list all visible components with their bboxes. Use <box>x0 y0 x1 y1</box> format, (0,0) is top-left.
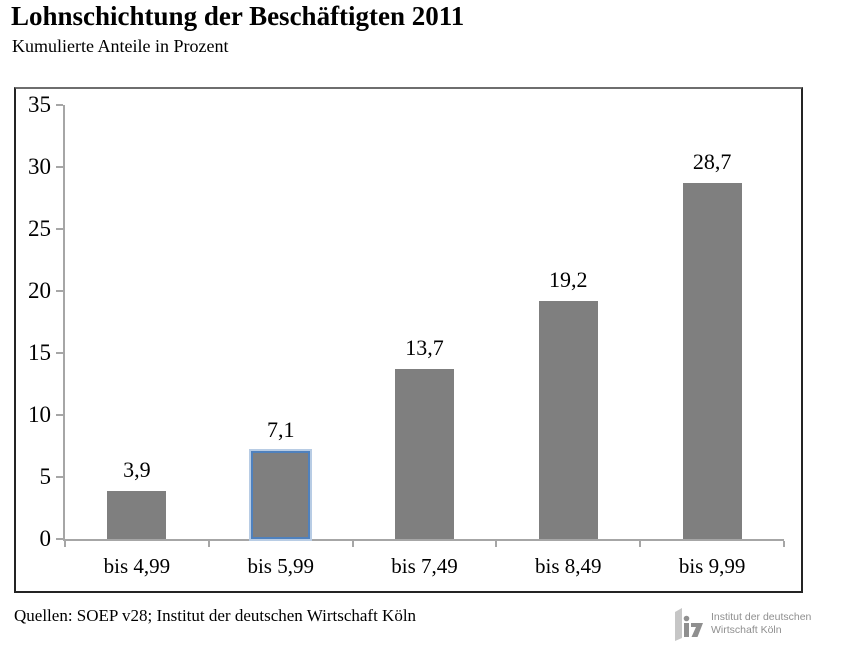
x-tick <box>495 541 498 547</box>
x-tick <box>207 541 210 547</box>
x-axis-line <box>63 539 784 541</box>
y-tick-label: 25 <box>28 216 51 241</box>
iw-logo-text-line2: Wirtschaft Köln <box>711 624 782 636</box>
bar-value-label: 3,9 <box>123 456 151 482</box>
y-tick-label: 0 <box>39 526 52 551</box>
chart-subtitle: Kumulierte Anteile in Prozent <box>12 36 229 56</box>
x-tick <box>351 541 354 547</box>
x-category-label: bis 9,99 <box>678 554 746 578</box>
iw-logo-icon <box>675 608 703 641</box>
source-note: Quellen: SOEP v28; Institut der deutsche… <box>14 606 417 625</box>
iw-logo-text-line1: Institut der deutschen <box>711 611 812 623</box>
y-tick-label: 35 <box>28 92 51 117</box>
y-tick <box>56 538 63 540</box>
x-category-label: bis 4,99 <box>103 554 171 578</box>
chart-bar-2[interactable] <box>251 450 311 539</box>
y-tick <box>56 476 63 478</box>
y-tick-label: 5 <box>39 464 52 489</box>
chart-bar-4[interactable] <box>538 300 598 539</box>
x-tick <box>64 541 66 547</box>
y-tick <box>56 290 63 292</box>
iw-logo: Institut der deutschen Wirtschaft Köln <box>674 607 811 641</box>
x-tick <box>783 541 785 547</box>
y-axis-line <box>63 105 65 541</box>
y-tick <box>56 166 63 168</box>
bar-value-label: 28,7 <box>692 149 732 175</box>
bar-value-label: 19,2 <box>549 266 588 292</box>
chart-frame: 0 5 10 15 20 25 30 35 3,9 bis 4,99 7,1 bis 5,99 13,7… <box>14 87 803 593</box>
chart-bar-3[interactable] <box>395 369 454 539</box>
chart-bar-1[interactable] <box>107 490 167 539</box>
y-tick-label: 15 <box>28 340 51 365</box>
x-category-label: bis 5,99 <box>247 554 314 578</box>
y-tick <box>56 352 63 354</box>
plot-area: 0 5 10 15 20 25 30 35 3,9 bis 4,99 7,1 bis 5,99 13,7… <box>16 89 801 591</box>
bar-value-label: 13,7 <box>405 335 444 361</box>
y-tick <box>56 104 63 106</box>
chart-title: Lohnschichtung der Beschäftigten 2011 <box>11 1 465 31</box>
x-category-label: bis 7,49 <box>391 554 458 578</box>
y-tick <box>56 414 63 416</box>
y-tick-label: 10 <box>28 402 51 427</box>
x-tick <box>639 541 642 547</box>
bar-value-label: 7,1 <box>266 416 295 442</box>
y-tick <box>56 228 63 230</box>
y-tick-label: 30 <box>28 154 51 179</box>
y-tick-label: 20 <box>28 278 51 303</box>
chart-bar-5[interactable] <box>682 183 742 539</box>
x-category-label: bis 8,49 <box>535 554 602 578</box>
iw-logo-text: Institut der deutschen Wirtschaft Köln <box>711 611 811 637</box>
